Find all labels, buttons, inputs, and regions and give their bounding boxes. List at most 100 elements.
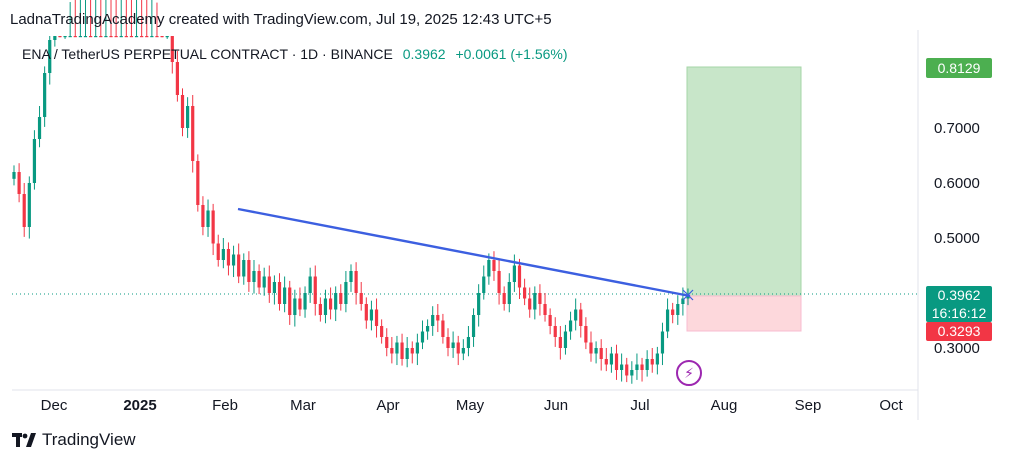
candle-down (267, 276, 271, 293)
candle-up (165, 36, 169, 38)
candle-down (22, 194, 26, 227)
candle-down (446, 337, 450, 348)
candle-down (114, 36, 118, 38)
symbol-name[interactable]: ENA / TetherUS PERPETUAL CONTRACT · 1D ·… (22, 46, 393, 62)
candle-up (563, 331, 568, 348)
candle-up (303, 293, 307, 310)
candle-up (43, 73, 47, 117)
candle-down (671, 309, 675, 315)
candle-down (288, 287, 292, 315)
candle-down (191, 106, 195, 161)
candle-down (543, 304, 547, 315)
candle-down (385, 337, 389, 348)
y-tick-label: 0.7000 (934, 120, 980, 137)
candle-down (517, 265, 522, 288)
candle-up (594, 348, 598, 354)
tradingview-logo[interactable]: TradingView (12, 430, 136, 450)
candle-down (584, 326, 588, 343)
x-tick-label: 2025 (123, 397, 157, 414)
candle-up (349, 271, 353, 282)
candle-up (660, 331, 665, 354)
lightning-bolt-icon[interactable]: ⚡ (676, 360, 702, 386)
candle-down (374, 309, 379, 326)
candle-up (665, 309, 670, 332)
candle-up (242, 260, 246, 277)
candle-down (380, 326, 384, 337)
candle-up (507, 282, 511, 304)
candle-up (471, 315, 476, 337)
x-tick-label: Sep (794, 397, 822, 414)
last-price-value: 0.3962 (937, 287, 981, 303)
x-tick-label: Aug (710, 397, 738, 414)
candle-down (216, 243, 220, 260)
candle-up (53, 36, 57, 40)
candle-up (425, 326, 430, 332)
target-zone[interactable] (686, 66, 802, 297)
candle-down (140, 36, 144, 38)
candle-down (400, 342, 404, 359)
candle-down (145, 36, 149, 38)
candle-down (436, 315, 440, 321)
candle-up (323, 298, 328, 315)
candle-down (129, 36, 134, 38)
candle-down (277, 282, 282, 304)
candle-up (482, 276, 486, 293)
candle-up (221, 249, 225, 260)
candle-up (206, 210, 210, 227)
candle-up (635, 364, 639, 370)
candle-up (405, 348, 409, 359)
candle-down (538, 293, 542, 304)
candle-down (548, 315, 552, 326)
candle-up (252, 271, 256, 282)
candle-down (359, 293, 363, 304)
stop-zone[interactable] (686, 295, 802, 332)
x-tick-label: Jun (543, 397, 569, 414)
candle-down (247, 260, 251, 282)
candle-up (78, 36, 82, 38)
candle-up (681, 298, 685, 304)
x-tick-label: Dec (40, 397, 68, 414)
candle-down (589, 342, 593, 354)
candle-up (231, 254, 236, 266)
candle-down (614, 353, 619, 370)
candle-up (415, 342, 419, 354)
candle-down (410, 348, 414, 354)
candle-down (211, 210, 215, 244)
candle-up (32, 139, 37, 183)
candle-down (339, 293, 343, 304)
candle-up (63, 36, 67, 38)
candle-down (497, 271, 501, 293)
candle-up (461, 348, 465, 354)
candle-down (201, 205, 205, 227)
candle-up (186, 106, 190, 128)
candle-up (272, 282, 277, 293)
x-tick-label: May (455, 397, 485, 414)
chart-attribution: LadnaTradingAcademy created with Trading… (10, 11, 552, 28)
x-tick-label: Oct (879, 397, 903, 414)
candle-up (134, 36, 139, 38)
candle-up (477, 293, 481, 315)
candle-down (650, 359, 654, 365)
candle-up (27, 183, 31, 227)
tradingview-logo-icon (12, 433, 36, 447)
y-tick-label: 0.3000 (934, 340, 980, 357)
candle-down (226, 249, 231, 266)
candle-up (574, 309, 578, 321)
trendline[interactable] (237, 207, 691, 298)
candle-down (604, 359, 608, 365)
candle-down (175, 62, 179, 95)
candle-down (237, 254, 241, 277)
candle-up (37, 117, 42, 139)
candle-down (196, 161, 200, 205)
candle-up (369, 309, 374, 321)
candle-up (94, 36, 98, 38)
candle-down (528, 298, 532, 310)
candle-up (262, 276, 266, 288)
brand-name: TradingView (42, 430, 136, 449)
candle-up (283, 287, 287, 304)
candle-down (313, 276, 317, 304)
candle-down (599, 348, 603, 359)
symbol-info: ENA / TetherUS PERPETUAL CONTRACT · 1D ·… (22, 46, 568, 62)
candle-up (293, 298, 297, 315)
